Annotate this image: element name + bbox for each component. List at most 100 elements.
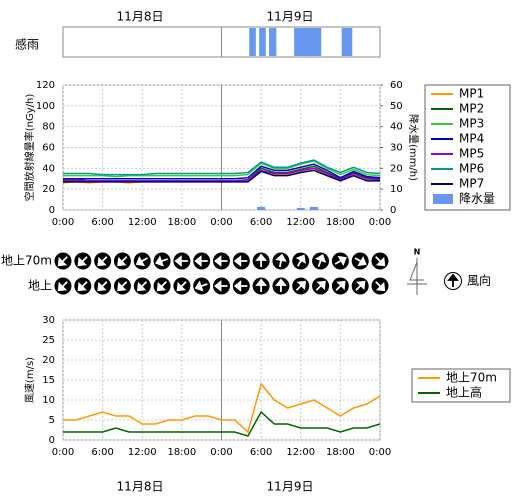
arrow-shape [214, 255, 228, 267]
x-tick-label: 0:00 [369, 217, 391, 228]
wind-arrow [292, 277, 310, 295]
y-axis-label: 風速(m/s) [24, 357, 36, 403]
arrow-shape [155, 255, 169, 267]
rain-interval [249, 28, 256, 56]
wind-arrow [213, 277, 230, 295]
legend-label: MP2 [459, 102, 484, 116]
arrow-shape [194, 280, 208, 292]
x-tick-label: 0:00 [52, 217, 74, 228]
arrow-shape [255, 278, 267, 292]
arrow-shape [233, 280, 248, 292]
wind-arrow [74, 277, 92, 295]
y2-tick-label: 50 [390, 101, 403, 112]
wind-arrow [153, 252, 171, 270]
north-label: N [414, 248, 421, 257]
rain-interval [269, 28, 277, 56]
arrow-shape [335, 280, 346, 291]
wind-arrow [54, 277, 72, 295]
arrow-shape [334, 255, 347, 267]
legend-label: 風向 [467, 273, 491, 288]
arrow-shape [275, 278, 287, 292]
wind-arrow [232, 252, 250, 270]
x-tick-label: 12:00 [128, 447, 157, 458]
precip-bar [296, 207, 305, 210]
row-label: 地上70m [1, 254, 52, 268]
legend-label: MP7 [459, 177, 484, 191]
x-tick-label: 6:00 [91, 447, 113, 458]
wind-arrow [213, 252, 230, 270]
wind-arrow [371, 252, 389, 270]
y-tick-label: 120 [36, 80, 55, 91]
wind-arrow [173, 277, 191, 295]
arrow-shape [156, 281, 167, 292]
arrow-shape [97, 281, 108, 292]
wind-arrow [94, 252, 112, 270]
wind-arrow [272, 252, 290, 270]
y-tick-label: 15 [42, 375, 55, 386]
wind-arrow [331, 252, 349, 270]
rain-interval [259, 28, 266, 56]
x-tick-label: 12:00 [286, 217, 315, 228]
wind-arrow [351, 252, 369, 270]
y-tick-label: 25 [42, 335, 55, 346]
arrow-shape [117, 256, 128, 267]
date-label: 11月9日 [267, 480, 314, 494]
legend-arrow [444, 272, 462, 290]
arrow-shape [295, 254, 306, 267]
arrow-shape [77, 256, 88, 267]
legend-label: MP4 [459, 132, 484, 146]
x-tick-label: 0:00 [369, 447, 391, 458]
arrow-shape [57, 281, 68, 292]
legend-label: 地上高 [446, 385, 482, 400]
series-line [63, 169, 380, 183]
wind-arrow [331, 277, 349, 295]
arrow-shape [214, 280, 228, 292]
wind-arrow [371, 277, 389, 295]
precip-bar [309, 206, 318, 210]
wind-arrow [113, 277, 131, 295]
arrow-shape [355, 280, 366, 291]
wind-arrow [133, 252, 151, 270]
x-tick-label: 18:00 [167, 447, 196, 458]
series-line [63, 410, 381, 437]
arrow-shape [315, 280, 326, 291]
legend-arrow-shape [447, 273, 459, 287]
wind-arrow [252, 252, 270, 270]
wind-arrow [74, 252, 92, 270]
arrow-shape [97, 256, 108, 267]
wind-arrow [252, 277, 270, 295]
wind-arrow [113, 252, 131, 270]
arrow-shape [77, 281, 88, 292]
arrow-shape [375, 281, 386, 292]
y-tick-label: 30 [42, 315, 55, 326]
series-line [63, 159, 381, 176]
series-line [63, 167, 381, 182]
wind-arrow [173, 252, 191, 270]
y-tick-label: 100 [36, 101, 55, 112]
legend-swatch [433, 194, 453, 204]
y2-tick-label: 0 [390, 205, 396, 216]
y-tick-label: 10 [42, 395, 55, 406]
series-line [63, 382, 381, 434]
y-tick-label: 20 [42, 184, 55, 195]
x-tick-label: 0:00 [210, 217, 232, 228]
legend-label: MP5 [459, 147, 484, 161]
wind-arrow [312, 277, 330, 295]
x-tick-label: 12:00 [128, 217, 157, 228]
y2-tick-label: 40 [390, 122, 403, 133]
wind-arrow [351, 277, 369, 295]
arrow-shape [354, 255, 367, 267]
y-axis-label: 空間放射線量率(nGy/h) [23, 94, 36, 202]
arrow-shape [174, 255, 188, 267]
arrow-shape [255, 253, 267, 267]
row-label: 地上 [28, 279, 52, 293]
legend-label: MP1 [459, 87, 484, 101]
y2-axis-label: 降水量(mm/h) [407, 114, 420, 181]
wind-arrow [292, 252, 310, 270]
wind-arrow [312, 252, 330, 270]
y2-tick-label: 20 [390, 163, 403, 174]
x-tick-label: 12:00 [286, 447, 315, 458]
arrow-shape [295, 280, 307, 291]
arrow-shape [315, 254, 327, 267]
